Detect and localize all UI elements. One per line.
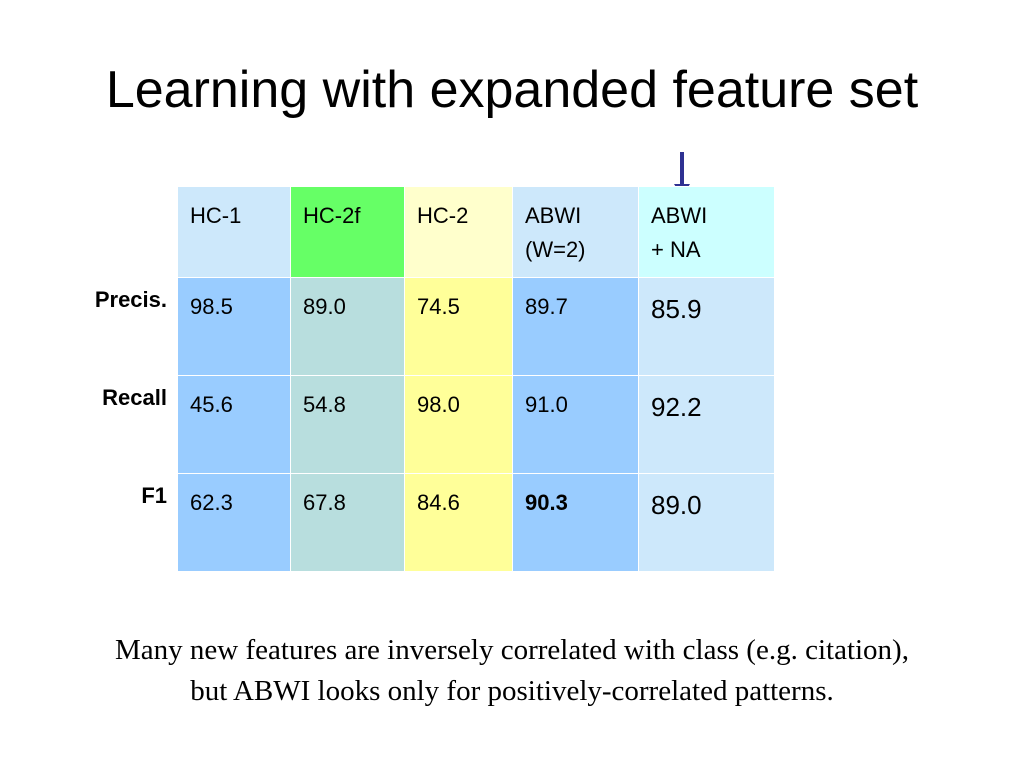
cell-recall-hc1: 45.6 [177,375,291,474]
table-row: 45.6 54.8 98.0 91.0 92.2 [177,375,775,474]
cell-precis-hc1: 98.5 [177,277,291,376]
results-table: HC-1 HC-2f HC-2 ABWI (W=2) ABWI + NA 98.5 … [177,186,775,572]
cell-f1-abwi: 90.3 [512,473,639,572]
caption: Many new features are inversely correlat… [0,630,1024,712]
header-hc1: HC-1 [177,186,291,278]
header-hc2: HC-2 [404,186,513,278]
cell-recall-abwi-na: 92.2 [638,375,775,474]
caption-line-2: but ABWI looks only for positively-corre… [190,675,834,708]
cell-precis-hc2f: 89.0 [290,277,405,376]
slide-title: Learning with expanded feature set [105,61,919,119]
table-row: 62.3 67.8 84.6 90.3 89.0 [177,473,775,572]
table-header-row: HC-1 HC-2f HC-2 ABWI (W=2) ABWI + NA [177,186,775,278]
cell-precis-abwi: 89.7 [512,277,639,376]
row-label-f1: F1 [141,483,167,508]
cell-f1-hc1: 62.3 [177,473,291,572]
cell-f1-abwi-na: 89.0 [638,473,775,572]
caption-line-1: Many new features are inversely correlat… [115,634,909,666]
cell-precis-abwi-na: 85.9 [638,277,775,376]
row-label-recall: Recall [102,385,167,410]
table-row: 98.5 89.0 74.5 89.7 85.9 [177,277,775,376]
header-hc2f: HC-2f [290,186,405,278]
cell-f1-hc2f: 67.8 [290,473,405,572]
cell-recall-abwi: 91.0 [512,375,639,474]
cell-recall-hc2: 98.0 [404,375,513,474]
cell-precis-hc2: 74.5 [404,277,513,376]
header-abwi-na: ABWI + NA [638,186,775,278]
cell-recall-hc2f: 54.8 [290,375,405,474]
row-label-precis: Precis. [94,287,167,312]
header-abwi: ABWI (W=2) [512,186,639,278]
cell-f1-hc2: 84.6 [404,473,513,572]
